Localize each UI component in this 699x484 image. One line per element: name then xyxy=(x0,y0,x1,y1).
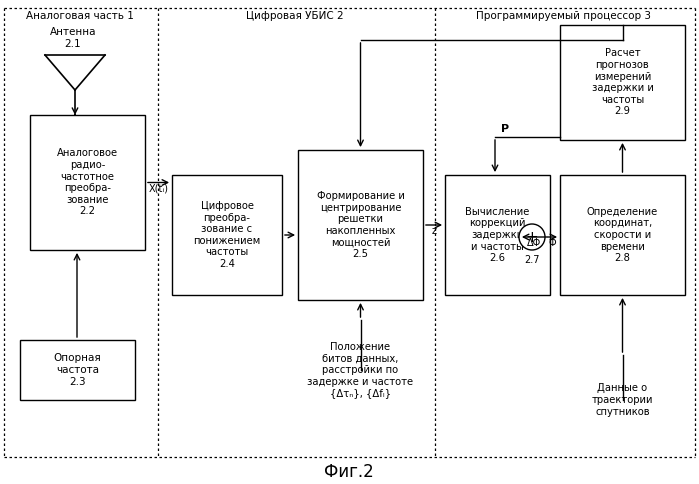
Text: +: + xyxy=(526,229,538,244)
Bar xyxy=(20,340,135,400)
Text: Аналоговое
радио-
частотное
преобра-
зование
2.2: Аналоговое радио- частотное преобра- зов… xyxy=(57,149,118,216)
Text: ΔΦ: ΔΦ xyxy=(527,238,542,248)
Text: Аналоговая часть 1: Аналоговая часть 1 xyxy=(26,11,134,21)
Text: Вычисление
коррекций
задержки
и частоты
2.6: Вычисление коррекций задержки и частоты … xyxy=(466,207,530,263)
Text: Данные о
траектории
спутников: Данные о траектории спутников xyxy=(592,383,654,417)
Text: Опорная
частота
2.3: Опорная частота 2.3 xyxy=(54,353,101,387)
Text: 2.7: 2.7 xyxy=(524,255,540,265)
Text: X(tᵢ): X(tᵢ) xyxy=(148,183,168,194)
Bar xyxy=(30,115,145,250)
Bar xyxy=(560,25,685,140)
Text: Антенна
2.1: Антенна 2.1 xyxy=(50,27,96,49)
Text: Расчет
прогнозов
измерений
задержки и
частоты
2.9: Расчет прогнозов измерений задержки и ча… xyxy=(591,48,654,117)
Text: Определение
координат,
скорости и
времени
2.8: Определение координат, скорости и времен… xyxy=(587,207,658,263)
Text: Программируемый процессор 3: Программируемый процессор 3 xyxy=(475,11,651,21)
Bar xyxy=(445,175,550,295)
Circle shape xyxy=(519,224,545,250)
Text: z: z xyxy=(431,226,436,236)
Bar xyxy=(172,175,282,295)
Text: Цифровая УБИС 2: Цифровая УБИС 2 xyxy=(246,11,344,21)
Text: Положение
битов данных,
расстройки по
задержке и частоте
{Δτₙ}, {Δfₗ}: Положение битов данных, расстройки по за… xyxy=(308,342,414,398)
Text: P: P xyxy=(501,124,509,134)
Text: Φ: Φ xyxy=(549,238,556,248)
Text: Фиг.2: Фиг.2 xyxy=(324,463,374,481)
Bar xyxy=(298,150,423,300)
Text: Цифровое
преобра-
зование с
понижением
частоты
2.4: Цифровое преобра- зование с понижением ч… xyxy=(194,201,261,269)
Bar xyxy=(560,175,685,295)
Text: Формирование и
центрирование
решетки
накопленных
мощностей
2.5: Формирование и центрирование решетки нак… xyxy=(317,191,405,259)
